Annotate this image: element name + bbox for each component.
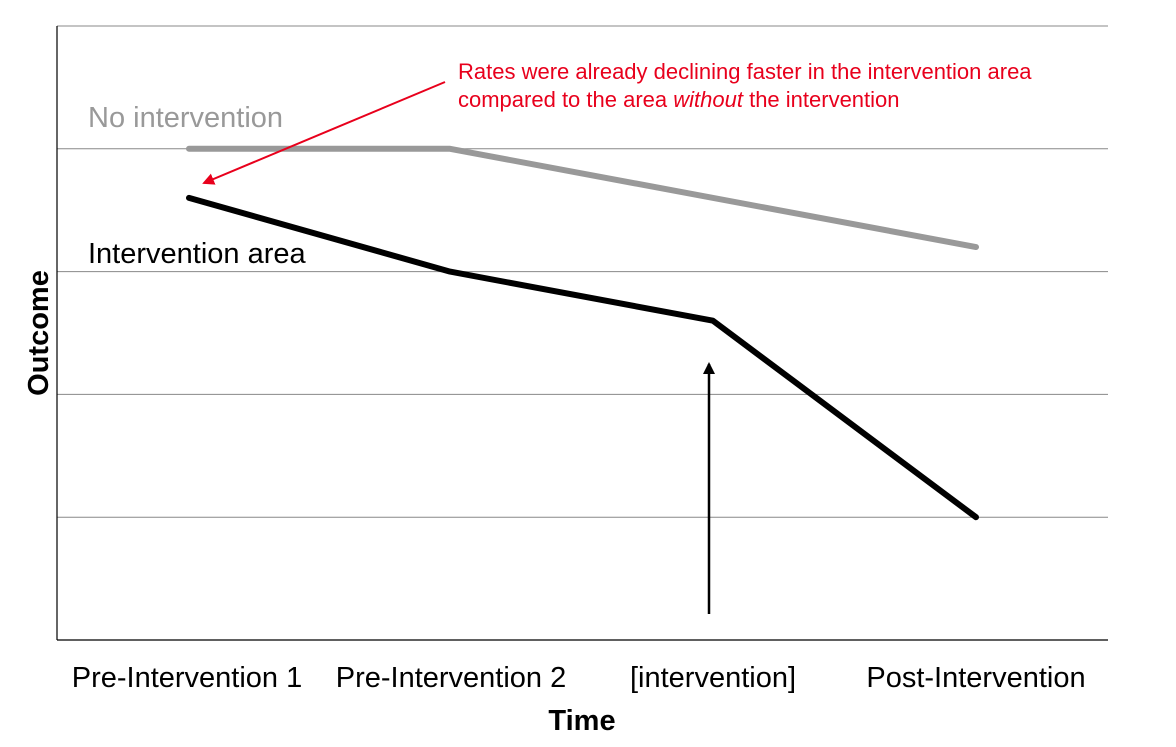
annotation-red-arrow xyxy=(202,81,446,185)
x-tick-label: [intervention] xyxy=(630,662,796,694)
annotation-line-1: Rates were already declining faster in t… xyxy=(458,59,1032,84)
annotation-text: Rates were already declining faster in t… xyxy=(458,59,1032,112)
x-tick-label: Post-Intervention xyxy=(866,662,1085,694)
annotation-line-2-part-1: compared to the area xyxy=(458,87,673,112)
x-tick-label: Pre-Intervention 2 xyxy=(336,662,567,694)
annotation-line-1-part: Rates were already declining faster in t… xyxy=(458,59,1032,84)
y-axis-title: Outcome xyxy=(23,270,55,396)
x-tick-label: Pre-Intervention 1 xyxy=(72,662,303,694)
series-layer xyxy=(186,145,979,521)
x-axis-title: Time xyxy=(548,705,615,737)
series-label-no-intervention: No intervention xyxy=(88,102,283,134)
annotation-line-2-part-3: the intervention xyxy=(743,87,900,112)
x-tick-labels: Pre-Intervention 1 Pre-Intervention 2 [int… xyxy=(72,662,1086,694)
annotation-line-2: compared to the area without the interve… xyxy=(458,87,900,112)
annotation-line-2-part-2: without xyxy=(673,87,744,112)
series-line-intervention-area xyxy=(186,194,979,521)
series-line-no-intervention xyxy=(186,145,979,251)
series-label-intervention-area: Intervention area xyxy=(88,238,307,270)
